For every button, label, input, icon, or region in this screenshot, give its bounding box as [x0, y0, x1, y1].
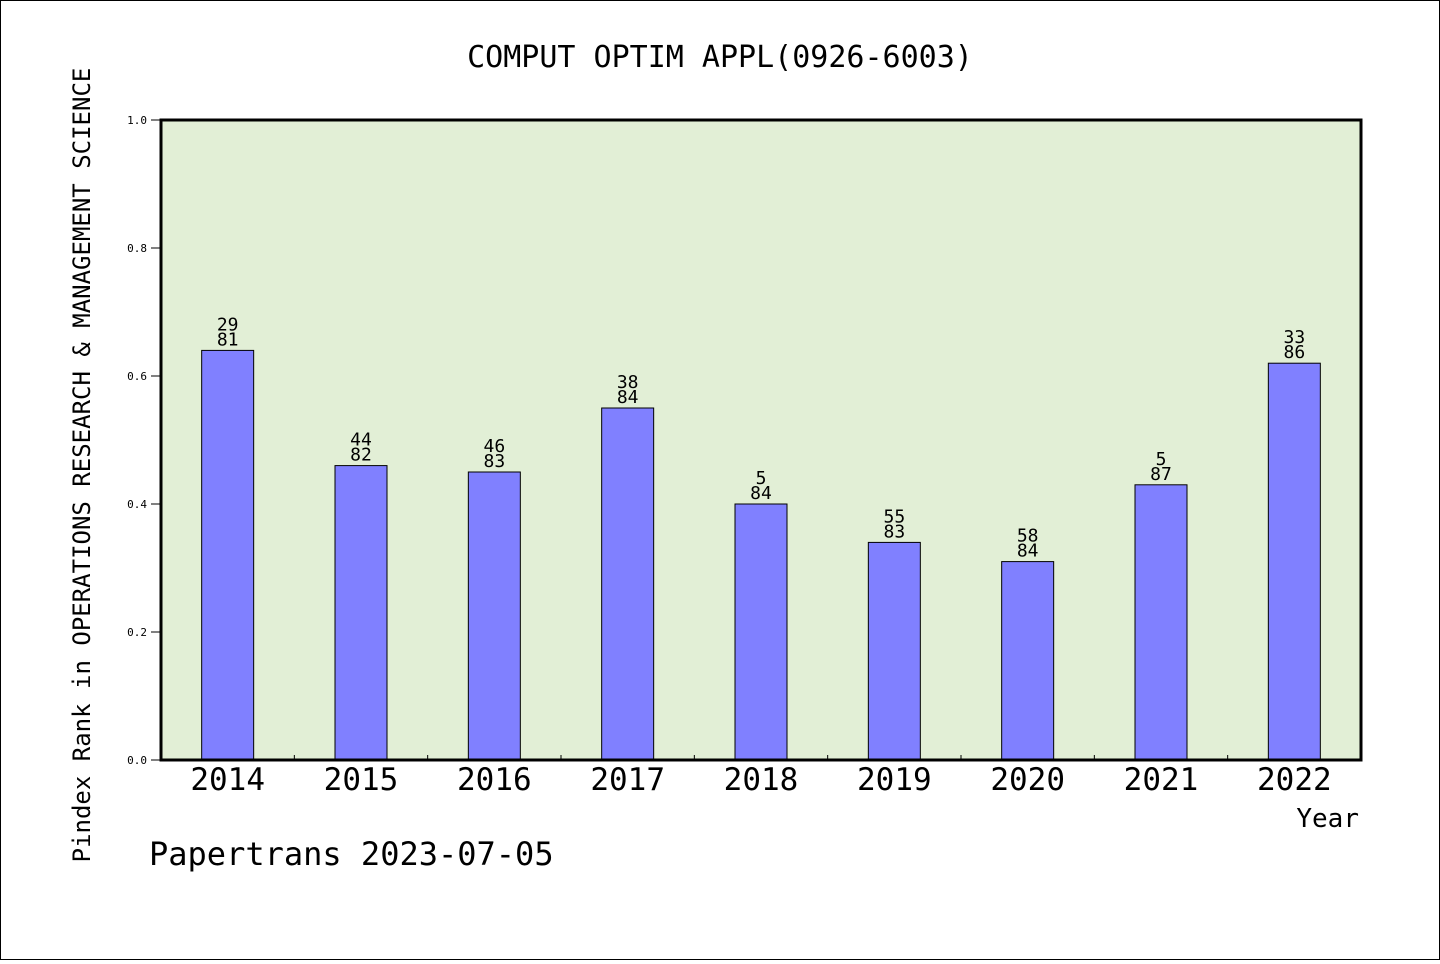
y-ticks-group: 0.0 0.2 0.4 0.6 0.8 1.0 [127, 114, 161, 767]
x-ticks-group: 2014 2015 2016 2017 2018 2019 2020 2021 2022 [190, 755, 1332, 798]
bar-label-bottom: 84 [750, 483, 772, 504]
bar-2015 [334, 465, 388, 761]
y-axis-label: Pindex Rank in OPERATIONS RESEARCH & MAN… [68, 68, 96, 863]
bar-label-top: 58 [1017, 526, 1039, 547]
x-tick-label: 2021 [1124, 762, 1199, 798]
x-axis-label: Year [1296, 804, 1359, 834]
x-tick-label: 2020 [990, 762, 1065, 798]
bar-label-bottom: 83 [883, 521, 905, 542]
bar-label-top: 44 [350, 430, 372, 451]
bar-label-bottom: 81 [217, 329, 239, 350]
x-tick-label: 2018 [724, 762, 799, 798]
chart-title: COMPUT OPTIM APPL(0926-6003) [467, 40, 973, 75]
y-tick-label: 0.4 [127, 498, 147, 511]
bar-label-bottom: 82 [350, 445, 372, 466]
bar-label-bottom: 83 [483, 451, 505, 472]
bar-label-top: 33 [1283, 327, 1305, 348]
bar-label-bottom: 84 [1017, 541, 1039, 562]
y-tick-label: 0.8 [127, 242, 147, 255]
x-tick-label: 2015 [324, 762, 399, 798]
bar-label-top: 38 [617, 372, 639, 393]
x-tick-label: 2019 [857, 762, 932, 798]
bar-label-bottom: 87 [1150, 464, 1172, 485]
bar-2020 [1001, 561, 1055, 761]
x-tick-label: 2016 [457, 762, 532, 798]
x-tick-label: 2022 [1257, 762, 1332, 798]
bar-label-top: 55 [883, 506, 905, 527]
plot-border [159, 118, 1363, 762]
bar-label-top: 29 [217, 314, 239, 335]
y-tick-label: 0.0 [127, 754, 147, 767]
bar-2018 [734, 503, 788, 761]
y-tick-label: 0.6 [127, 370, 147, 383]
bar-2021 [1134, 484, 1188, 761]
y-tick-label: 1.0 [127, 114, 147, 127]
bar-label-bottom: 84 [617, 387, 639, 408]
footer-credit: Papertrans 2023-07-05 [149, 835, 554, 873]
bar-label-top: 5 [1156, 449, 1167, 470]
bar-2016 [467, 471, 521, 761]
bar-2017 [601, 407, 655, 761]
bar-label-bottom: 86 [1283, 342, 1305, 363]
x-tick-label: 2014 [190, 762, 265, 798]
bar-2019 [867, 541, 921, 761]
x-tick-label: 2017 [590, 762, 665, 798]
bar-2014 [201, 349, 255, 761]
bar-label-top: 5 [756, 468, 767, 489]
bar-label-top: 46 [483, 436, 505, 457]
y-tick-label: 0.2 [127, 626, 147, 639]
bar-2022 [1267, 362, 1321, 761]
